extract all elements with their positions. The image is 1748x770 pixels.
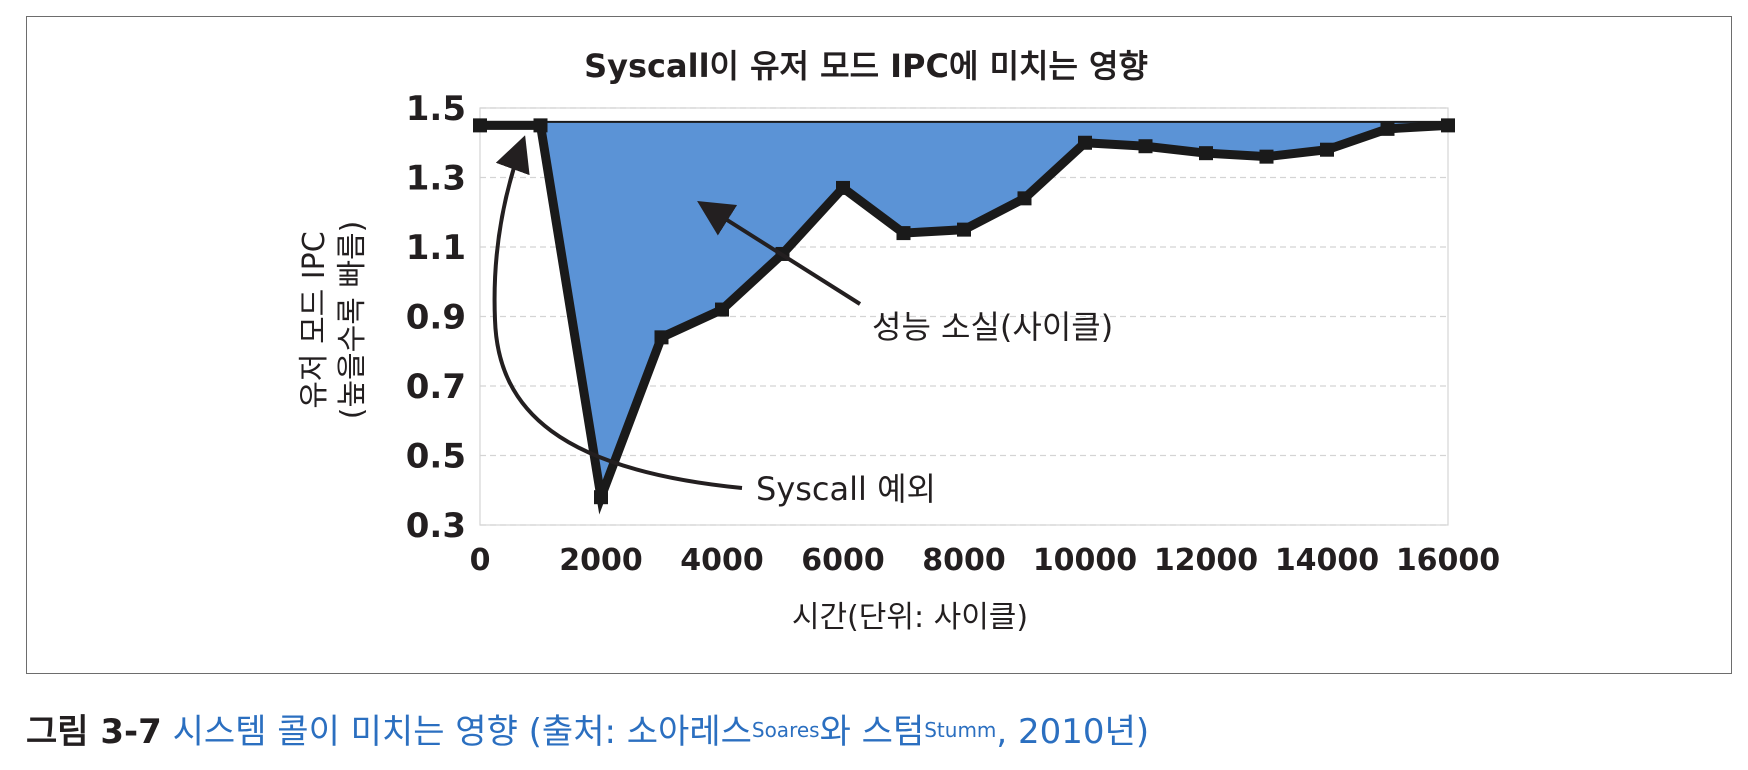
y-axis-label-line1: 유저 모드 IPC xyxy=(297,231,332,408)
data-point xyxy=(957,222,971,237)
y-axis-ticks: 0.3 0.5 0.7 0.9 1.1 1.3 1.5 xyxy=(406,89,466,546)
data-point xyxy=(1320,142,1334,157)
data-point xyxy=(473,118,487,133)
annotation-syscall-exception: Syscall 예외 xyxy=(756,470,936,508)
annotations: 성능 소실(사이클) Syscall 예외 xyxy=(492,135,1113,508)
data-point xyxy=(1380,121,1395,136)
caption-text-3: , 2010년) xyxy=(996,712,1150,752)
x-tick-label: 4000 xyxy=(680,543,764,578)
x-axis-label: 시간(단위: 사이클) xyxy=(792,600,1028,635)
x-tick-label: 10000 xyxy=(1033,543,1137,578)
caption-label: 그림 3-7 xyxy=(26,712,162,752)
y-tick-label: 0.3 xyxy=(406,506,466,546)
annotation-arrow-performance-loss xyxy=(697,201,862,306)
x-tick-label: 0 xyxy=(470,543,491,578)
data-point xyxy=(896,226,911,241)
x-tick-label: 14000 xyxy=(1275,543,1379,578)
y-tick-label: 1.1 xyxy=(406,228,466,268)
y-tick-label: 0.5 xyxy=(406,437,466,477)
x-tick-label: 16000 xyxy=(1396,543,1500,578)
data-point xyxy=(594,490,608,505)
x-tick-label: 8000 xyxy=(922,543,1006,578)
data-point xyxy=(533,118,548,133)
figure-caption: 그림 3-7 시스템 콜이 미치는 영향 (출처: 소아레스Soares와 스텀… xyxy=(26,712,1149,752)
y-tick-label: 1.5 xyxy=(406,89,466,129)
chart-title: Syscall이 유저 모드 IPC에 미치는 영향 xyxy=(584,47,1148,85)
y-tick-label: 0.9 xyxy=(406,298,466,338)
x-tick-label: 6000 xyxy=(801,543,885,578)
caption-sup-soares: Soares xyxy=(751,718,820,742)
figure-frame xyxy=(26,16,1732,674)
ipc-chart: Syscall이 유저 모드 IPC에 미치는 영향 0.3 0.5 0.7 0.9 1… xyxy=(297,47,1501,635)
data-point xyxy=(654,330,669,345)
caption-sup-stumm: Stumm xyxy=(924,718,997,742)
data-point xyxy=(715,302,729,317)
data-point xyxy=(1259,149,1274,164)
x-tick-label: 2000 xyxy=(559,543,643,578)
annotation-performance-loss: 성능 소실(사이클) xyxy=(872,308,1113,346)
annotation-arrow-syscall xyxy=(492,135,743,490)
y-axis-label-line2: (높을수록 빠름) xyxy=(335,221,370,420)
caption-text: 시스템 콜이 미치는 영향 (출처: 소아레스 xyxy=(161,712,752,752)
x-axis-ticks: 0 2000 4000 6000 8000 10000 12000 14000 16000 xyxy=(470,543,1501,578)
data-point xyxy=(1199,146,1213,161)
x-tick-label: 12000 xyxy=(1154,543,1258,578)
data-point xyxy=(1078,135,1092,150)
y-axis-label: 유저 모드 IPC (높을수록 빠름) xyxy=(297,221,370,420)
data-point xyxy=(1441,118,1455,133)
data-point xyxy=(1017,191,1032,206)
data-point xyxy=(836,180,850,195)
data-point xyxy=(1138,139,1153,154)
y-tick-label: 1.3 xyxy=(406,159,466,199)
y-tick-label: 0.7 xyxy=(406,367,466,407)
caption-text-2: 와 스텀 xyxy=(819,712,925,752)
